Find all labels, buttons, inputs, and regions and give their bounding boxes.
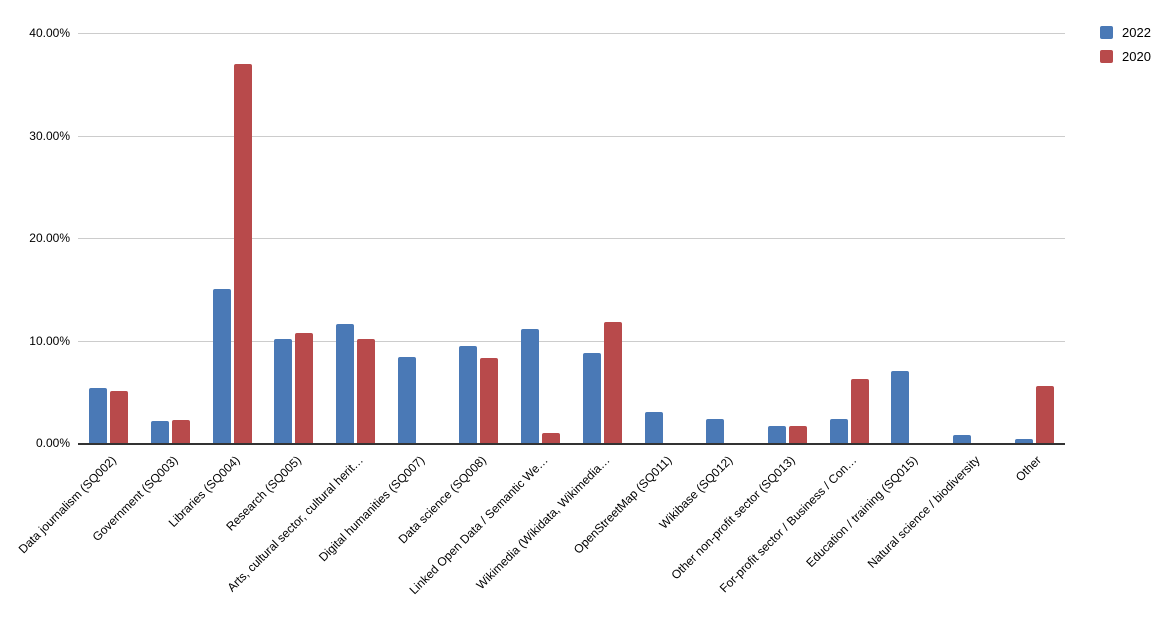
bar-2022[interactable] [767,425,786,443]
bar-2020[interactable] [357,339,376,443]
bar-group [325,33,387,443]
gridline [78,238,1065,239]
bar-group [510,33,572,443]
x-label-cell: Other [1003,449,1065,609]
bar-2022[interactable] [706,419,725,443]
bar-group [140,33,202,443]
bar-2020[interactable] [603,322,622,443]
x-label: Data journalism (SQ002) [15,453,119,557]
bar-2020[interactable] [850,379,869,443]
bar-2022[interactable] [891,371,910,443]
bar-2022[interactable] [459,345,478,443]
bar-2022[interactable] [582,352,601,443]
legend-label-2020: 2020 [1122,49,1151,64]
bars-layer [78,33,1065,443]
gridline [78,340,1065,342]
bar-2020[interactable] [788,425,807,443]
legend-swatch-2020 [1100,50,1113,63]
y-tick-label: 40.00% [29,26,70,40]
bar-group [942,33,1004,443]
bar-2022[interactable] [397,356,416,443]
legend-swatch-2022 [1100,26,1113,39]
bar-2020[interactable] [1035,385,1054,443]
bar-2020[interactable] [295,333,314,443]
y-tick-label: 20.00% [29,231,70,245]
bar-group [448,33,510,443]
bar-2022[interactable] [644,412,663,443]
bar-2022[interactable] [336,324,355,443]
bar-group [818,33,880,443]
bar-group [757,33,819,443]
bar-2022[interactable] [521,329,540,443]
bar-2020[interactable] [172,420,191,443]
bar-2022[interactable] [274,339,293,443]
legend-item-2022[interactable]: 2022 [1100,26,1151,39]
y-tick-label: 10.00% [29,333,70,348]
bar-2022[interactable] [952,434,971,443]
y-tick-label: 30.00% [29,128,70,143]
bar-2020[interactable] [233,63,252,443]
bar-group [263,33,325,443]
legend-label-2022: 2022 [1122,25,1151,40]
legend: 2022 2020 [1100,26,1151,63]
x-axis-labels: Data journalism (SQ002) Government (SQ003… [15,449,1065,609]
bar-2022[interactable] [1014,438,1033,443]
bar-group [386,33,448,443]
legend-item-2020[interactable]: 2020 [1100,50,1151,63]
bar-group [78,33,140,443]
gridline [78,135,1065,137]
bar-2020[interactable] [110,390,129,443]
gridline [78,33,1065,34]
y-tick-label: 0.00% [35,436,70,450]
plot-area [78,33,1065,445]
x-label: Other [1012,453,1045,485]
bar-2022[interactable] [212,289,231,443]
bar-2020[interactable] [480,357,499,443]
bar-group [880,33,942,443]
bar-2020[interactable] [542,432,561,443]
bar-group [1003,33,1065,443]
x-label-cell: Natural science / biodiversity [864,449,1004,609]
bar-group [572,33,634,443]
bar-group [695,33,757,443]
bar-2022[interactable] [829,419,848,443]
bar-group [633,33,695,443]
bar-2022[interactable] [89,387,108,443]
bar-group [201,33,263,443]
bar-2022[interactable] [151,421,170,443]
x-label-cell: Government (SQ003) [89,449,202,609]
